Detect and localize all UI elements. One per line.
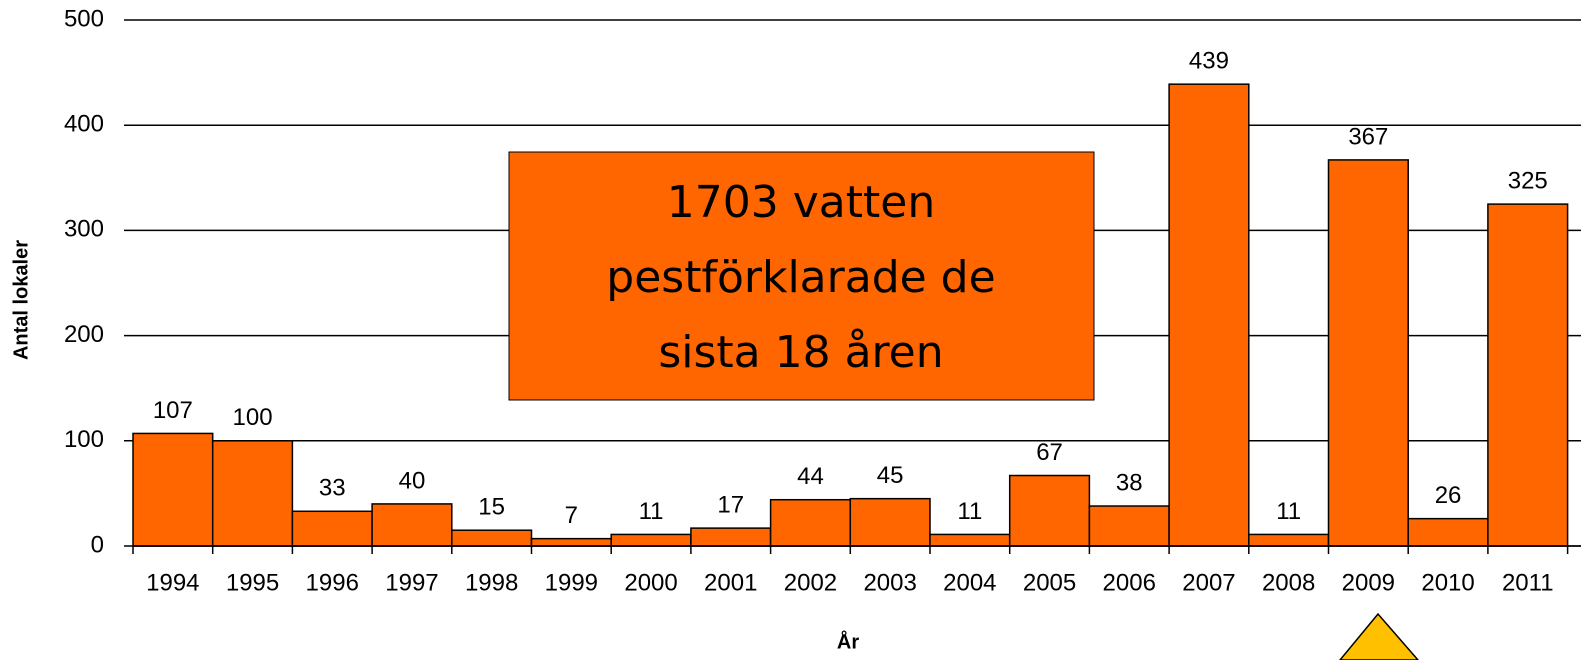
bar [211, 440, 294, 547]
x-tick-label: 1995 [226, 569, 279, 596]
bar [610, 533, 692, 547]
bar [690, 527, 772, 547]
y-tick-label: 300 [64, 216, 104, 243]
x-tick-label: 1994 [146, 569, 199, 596]
x-axis-title: År [837, 629, 859, 653]
value-label: 11 [639, 498, 664, 525]
bar [451, 529, 533, 547]
value-label: 67 [1036, 439, 1063, 466]
x-tick-label: 2006 [1103, 569, 1156, 596]
x-tick-label: 1998 [465, 569, 518, 596]
annotation-text: sista 18 åren [658, 327, 943, 378]
value-label: 40 [399, 467, 426, 494]
x-tick-label: 2010 [1421, 569, 1474, 596]
bar [1088, 505, 1170, 547]
y-tick-label: 0 [91, 531, 104, 558]
y-axis-title: Antal lokaler [10, 240, 32, 360]
x-tick-label: 2011 [1502, 569, 1554, 596]
x-tick-label: 2002 [784, 569, 837, 596]
value-label: 367 [1348, 123, 1388, 150]
x-tick-label: 2008 [1262, 569, 1315, 596]
value-label: 26 [1435, 482, 1462, 509]
value-label: 11 [957, 498, 982, 525]
y-tick-label: 100 [64, 426, 104, 453]
value-label: 44 [797, 463, 824, 490]
bar [769, 498, 852, 547]
value-label: 38 [1116, 469, 1143, 496]
x-tick-label: 2007 [1182, 569, 1235, 596]
value-label: 15 [478, 494, 505, 521]
annotation-text: 1703 vatten [667, 177, 935, 228]
value-label: 325 [1508, 167, 1548, 194]
value-label: 17 [717, 491, 744, 518]
arrow-marker [1339, 612, 1419, 660]
y-tick-label: 400 [64, 111, 104, 138]
bar [1248, 533, 1330, 547]
x-tick-label: 1996 [306, 569, 359, 596]
value-label: 100 [233, 404, 273, 431]
x-tick-label: 2003 [863, 569, 916, 596]
value-label: 7 [565, 502, 578, 529]
bar [849, 497, 931, 547]
annotation-box [508, 151, 1095, 401]
value-label: 439 [1189, 48, 1229, 75]
x-tick-label: 2009 [1342, 569, 1395, 596]
x-tick-label: 2005 [1023, 569, 1076, 596]
bar [132, 432, 214, 547]
value-label: 45 [877, 462, 904, 489]
bar [371, 503, 453, 547]
bar [1327, 159, 1409, 547]
value-label: 11 [1276, 498, 1301, 525]
bar [1168, 83, 1250, 547]
y-tick-label: 200 [64, 321, 104, 348]
x-tick-label: 2000 [624, 569, 677, 596]
y-tick-label: 500 [64, 5, 104, 32]
annotation-text: pestförklarade de [606, 252, 995, 303]
x-tick-label: 2004 [943, 569, 996, 596]
bar [1407, 517, 1489, 547]
bar [929, 533, 1011, 547]
value-label: 107 [153, 397, 193, 424]
bar [1487, 203, 1569, 547]
bar [530, 537, 612, 547]
bar [291, 510, 373, 547]
x-tick-label: 2001 [704, 569, 757, 596]
x-tick-label: 1999 [545, 569, 598, 596]
bar [1008, 474, 1091, 547]
value-label: 33 [319, 475, 346, 502]
x-tick-label: 1997 [385, 569, 438, 596]
